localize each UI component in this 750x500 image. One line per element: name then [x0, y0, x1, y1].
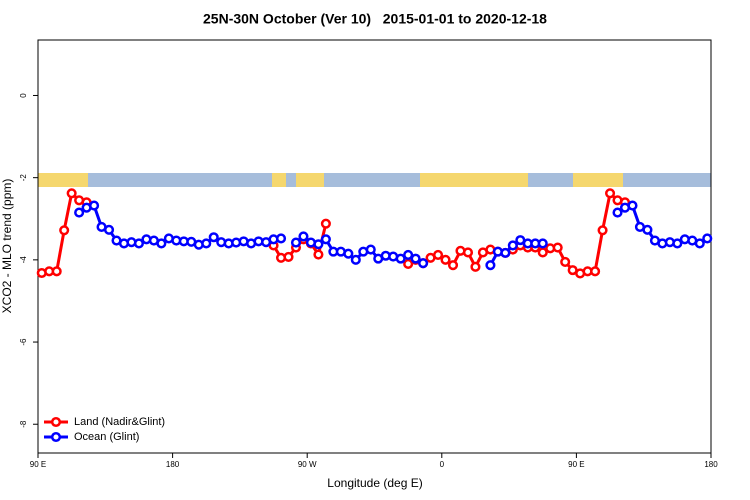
x-tick-label: 90 E	[30, 460, 46, 469]
y-axis-label: XCO2 - MLO trend (ppm)	[0, 179, 14, 314]
data-point	[74, 207, 85, 218]
legend-marker	[50, 431, 62, 443]
data-point	[290, 237, 302, 248]
legend-label: Land (Nadir&Glint)	[74, 416, 165, 428]
data-point	[208, 232, 219, 243]
data-point	[59, 225, 70, 236]
data-point	[605, 188, 616, 199]
data-point	[462, 247, 474, 258]
legend-label: Ocean (Glint)	[74, 431, 139, 443]
data-point	[418, 258, 429, 269]
data-point	[507, 240, 518, 251]
ocean-strip	[38, 173, 711, 187]
data-point	[283, 251, 294, 263]
x-axis-label: Longitude (deg E)	[327, 476, 422, 490]
x-tick-label: 0	[440, 460, 445, 469]
land-strip	[573, 173, 623, 187]
data-point	[537, 247, 548, 258]
data-point	[298, 231, 309, 242]
x-tick-label: 90 E	[568, 460, 584, 469]
data-point	[320, 218, 331, 229]
land-strip	[272, 173, 286, 187]
x-tick-label: 90 W	[298, 460, 317, 469]
data-point	[597, 225, 608, 236]
data-point	[447, 260, 459, 271]
x-tick-label: 180	[704, 460, 718, 469]
data-point	[403, 249, 414, 260]
data-point	[627, 200, 638, 211]
land-strip	[38, 173, 88, 187]
data-point	[470, 261, 481, 272]
map-strip	[38, 173, 711, 187]
data-point	[433, 249, 444, 260]
data-point	[552, 242, 563, 253]
data-point	[410, 253, 421, 264]
data-point	[694, 238, 705, 249]
data-point	[612, 207, 623, 218]
y-tick-label: 0	[19, 93, 28, 98]
data-point	[702, 233, 713, 244]
data-point	[395, 253, 406, 264]
data-point	[500, 247, 511, 258]
data-point	[66, 188, 77, 199]
data-point	[485, 260, 496, 271]
data-point	[343, 248, 354, 259]
data-point	[560, 256, 571, 267]
data-point	[51, 266, 62, 277]
data-point	[642, 224, 653, 235]
land-strip	[420, 173, 528, 187]
data-point	[103, 224, 115, 235]
data-point	[133, 238, 144, 249]
land-strip	[296, 173, 324, 187]
data-point	[313, 249, 324, 260]
data-point	[156, 238, 167, 249]
y-tick-label: -2	[19, 174, 28, 182]
y-tick-label: -8	[19, 420, 28, 428]
data-point	[275, 233, 287, 244]
data-point	[403, 258, 414, 270]
y-tick-label: -4	[19, 256, 28, 264]
plot-frame	[37, 39, 712, 454]
data-point	[672, 238, 683, 249]
data-point	[313, 239, 324, 250]
data-point	[320, 234, 331, 245]
data-point	[365, 244, 376, 255]
data-point	[590, 266, 601, 277]
data-point	[440, 254, 451, 265]
legend-marker	[50, 416, 62, 428]
data-point	[201, 238, 212, 249]
data-point	[350, 254, 361, 265]
data-point	[537, 238, 548, 249]
chart-title: 25N-30N October (Ver 10) 2015-01-01 to 2…	[203, 11, 547, 27]
x-tick-label: 180	[166, 460, 180, 469]
data-point	[89, 200, 100, 211]
y-tick-label: -6	[19, 338, 28, 346]
